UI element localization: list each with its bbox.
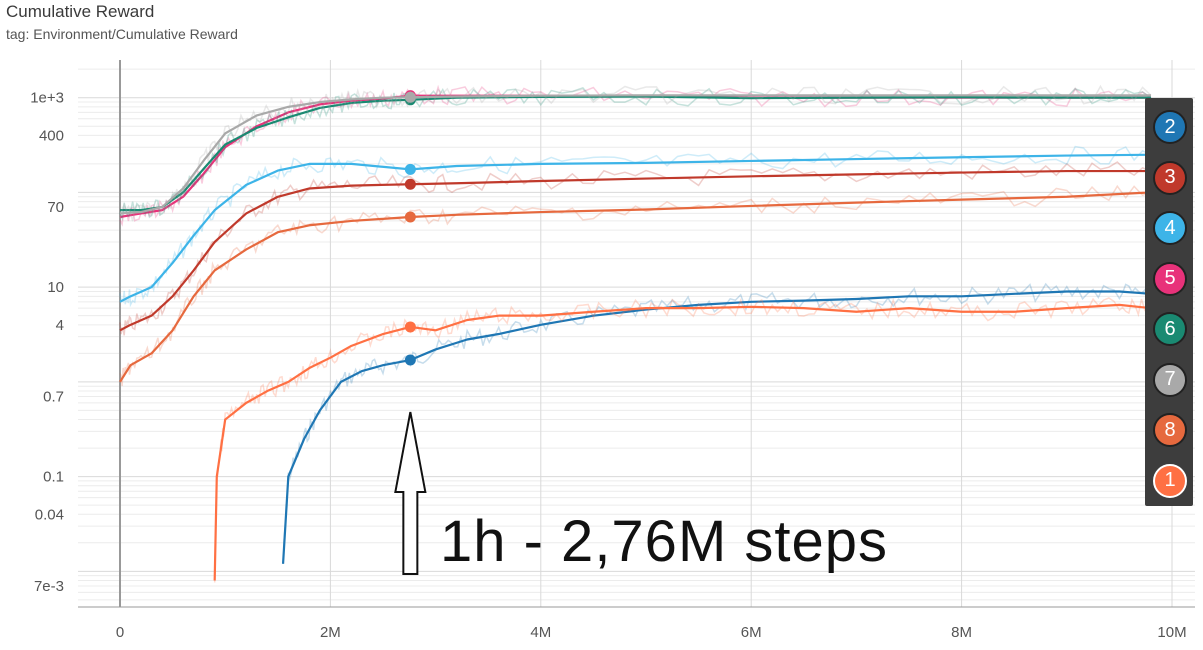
legend-item-4[interactable]: 4 <box>1153 211 1187 245</box>
annotation-label: 1h - 2,76M steps <box>440 509 888 574</box>
series-line-4 <box>119 153 1151 303</box>
chart-title: Cumulative Reward <box>6 2 155 21</box>
x-tick-label: 4M <box>530 624 551 641</box>
series-marker-7 <box>404 91 416 103</box>
y-tick-label: 0.1 <box>43 469 64 486</box>
legend-item-1[interactable]: 1 <box>1153 463 1187 498</box>
y-tick-label: 70 <box>47 199 64 216</box>
legend-item-7[interactable]: 7 <box>1153 362 1187 397</box>
series-raw-4 <box>119 145 1152 308</box>
x-tick-label: 10M <box>1157 624 1186 641</box>
legend-item-6[interactable]: 6 <box>1153 312 1187 346</box>
series-raw-2 <box>282 282 1152 564</box>
series-line-3 <box>119 169 1151 332</box>
series-line-1 <box>213 303 1152 581</box>
y-tick-label: 10 <box>47 279 64 296</box>
y-tick-label: 1e+3 <box>30 90 64 107</box>
series-line-8 <box>119 191 1152 383</box>
y-tick-label: 4 <box>56 317 64 334</box>
series-marker-4 <box>404 163 416 175</box>
x-tick-label: 6M <box>741 624 762 641</box>
series-raw-8 <box>119 184 1152 387</box>
series-raw-1 <box>213 297 1152 583</box>
series-line-6 <box>120 95 1151 212</box>
y-tick-label: 400 <box>39 127 64 144</box>
y-tick-label: 7e-3 <box>34 578 64 595</box>
legend-item-8[interactable]: 8 <box>1153 413 1187 447</box>
legend-item-5[interactable]: 5 <box>1153 261 1187 296</box>
series-marker-1 <box>404 321 416 333</box>
series-marker-2 <box>404 354 416 366</box>
y-tick-label: 0.04 <box>35 506 64 523</box>
y-tick-label: 0.7 <box>43 389 64 406</box>
series-marker-8 <box>404 211 416 223</box>
legend-item-2[interactable]: 2 <box>1153 110 1187 144</box>
series-marker-3 <box>404 178 416 190</box>
annotation-arrow <box>394 411 427 575</box>
legend-item-3[interactable]: 3 <box>1153 160 1187 195</box>
series-line-2 <box>281 290 1152 564</box>
series-raw-3 <box>119 161 1152 336</box>
x-tick-label: 0 <box>116 624 124 641</box>
x-tick-label: 2M <box>320 624 341 641</box>
series-line-7 <box>119 94 1151 215</box>
legend: 2 3 4 5 6 7 8 1 <box>1145 98 1193 506</box>
series-raw-5 <box>119 84 1152 227</box>
chart-tag: tag: Environment/Cumulative Reward <box>6 26 238 42</box>
x-tick-label: 8M <box>951 624 972 641</box>
